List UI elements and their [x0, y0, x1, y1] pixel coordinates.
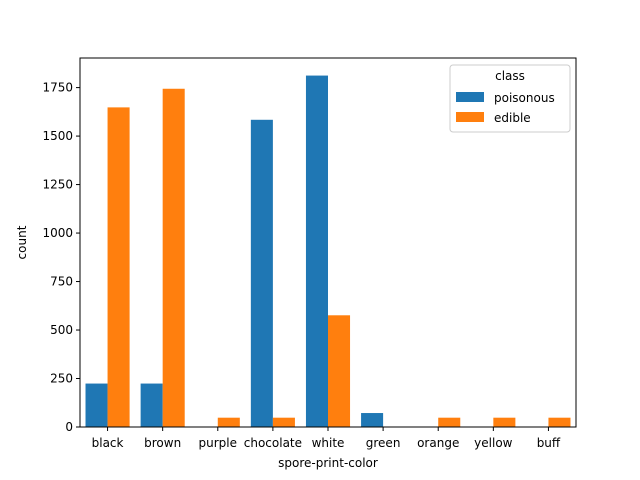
legend-swatch-edible: [456, 112, 484, 122]
x-tick-label-purple: purple: [199, 436, 238, 450]
bar-poisonous-chocolate: [250, 119, 273, 427]
x-tick-label-white: white: [312, 436, 345, 450]
x-tick-label-chocolate: chocolate: [244, 436, 302, 450]
y-tick-label: 250: [50, 372, 73, 386]
y-tick-label: 500: [50, 323, 73, 337]
y-tick-label: 1750: [42, 81, 73, 95]
bars-layer: [85, 75, 571, 428]
axes-layer: 0 250 500 750 1000 1250 1500 1750 black brown purp…: [42, 57, 577, 450]
x-tick-label-buff: buff: [537, 436, 561, 450]
y-tick-label: 1500: [42, 129, 73, 143]
legend: class poisonous edible: [449, 64, 571, 133]
bar-edible-orange: [438, 417, 461, 427]
bar-edible-brown: [162, 88, 185, 427]
bar-edible-buff: [548, 417, 571, 427]
bar-poisonous-black: [85, 383, 108, 427]
bar-edible-chocolate: [272, 417, 295, 427]
x-tick-label-black: black: [92, 436, 124, 450]
y-tick-label: 750: [50, 275, 73, 289]
x-tick-label-orange: orange: [417, 436, 459, 450]
bar-edible-purple: [217, 417, 240, 427]
legend-title: class: [495, 69, 525, 83]
x-tick-label-yellow: yellow: [474, 436, 512, 450]
y-tick-label: 1250: [42, 178, 73, 192]
x-tick-label-green: green: [366, 436, 401, 450]
x-axis-label: spore-print-color: [278, 456, 378, 470]
bar-poisonous-green: [361, 413, 384, 427]
y-axis-label: count: [15, 225, 29, 259]
legend-label-poisonous: poisonous: [494, 91, 555, 105]
bar-edible-black: [107, 107, 130, 428]
x-tick-label-brown: brown: [144, 436, 181, 450]
y-tick-label: 1000: [42, 226, 73, 240]
bar-poisonous-brown: [140, 383, 163, 427]
bar-edible-white: [328, 315, 351, 427]
y-tick-label: 0: [65, 420, 73, 434]
legend-swatch-poisonous: [456, 92, 484, 102]
legend-label-edible: edible: [494, 111, 531, 125]
bar-poisonous-white: [305, 75, 328, 428]
bar-edible-yellow: [493, 417, 516, 427]
